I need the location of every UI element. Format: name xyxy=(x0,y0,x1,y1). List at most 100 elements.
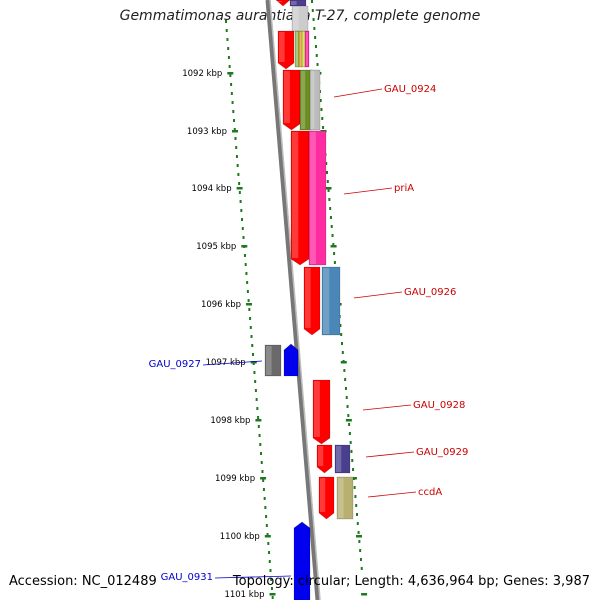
scale-dot-right xyxy=(352,468,355,471)
tick-mark-left xyxy=(236,187,243,190)
scale-dot-right xyxy=(333,252,336,255)
scale-dot-right xyxy=(329,216,332,219)
scale-dot-right xyxy=(341,351,344,354)
feature-strip-lime-shade xyxy=(303,32,305,66)
scale-dot-left xyxy=(227,47,230,50)
feature-strip-green-shade xyxy=(296,32,298,66)
tick-label: 1092 kbp xyxy=(182,69,222,79)
scale-dot-right xyxy=(349,441,352,444)
scale-dot-right xyxy=(330,225,333,228)
scale-dot-left xyxy=(241,227,244,230)
gene-label: GAU_0924 xyxy=(384,84,436,95)
tick-label: 1094 kbp xyxy=(192,184,232,194)
scale-dot-right xyxy=(356,522,359,525)
scale-dot-left xyxy=(238,182,241,185)
tick-label: 1096 kbp xyxy=(201,300,241,310)
protein-block-gau-0929-shade xyxy=(336,446,342,472)
tick-label: 1098 kbp xyxy=(210,416,250,426)
scale-dot-left xyxy=(270,578,273,581)
scale-dot-right xyxy=(350,450,353,453)
tick-mark-left xyxy=(250,361,257,364)
feature-block-gau-0927-shade xyxy=(266,346,272,375)
cds-arrow-gau-0924-shade xyxy=(284,71,290,123)
feature-block-gau-0927 xyxy=(264,344,282,377)
scale-dot-left xyxy=(254,380,257,383)
scale-dot-right xyxy=(359,549,362,552)
gene-label: GAU_0929 xyxy=(416,447,468,458)
scale-dot-right xyxy=(360,567,363,570)
scale-dot-left xyxy=(233,119,236,122)
scale-dot-right xyxy=(348,423,351,426)
scale-dot-left xyxy=(244,263,247,266)
scale-dot-left xyxy=(254,389,257,392)
backbone-line xyxy=(265,0,321,600)
tick-mark-right xyxy=(356,535,363,538)
scale-dot-right xyxy=(347,414,350,417)
backbone-highlight xyxy=(269,0,321,600)
protein-block-pria-shade xyxy=(310,132,316,264)
scale-dot-left xyxy=(238,191,241,194)
scale-dot-right xyxy=(312,18,315,21)
scale-dot-right xyxy=(339,324,342,327)
cds-arrow-pria-shade xyxy=(292,132,299,258)
feature-block-gray-shade xyxy=(311,71,315,129)
gene-label-leader xyxy=(365,451,415,458)
feature-strip-orange-shade xyxy=(300,32,302,66)
scale-dot-right xyxy=(319,99,322,102)
scale-dot-right xyxy=(328,198,331,201)
cds-arrow-top-shade xyxy=(277,1,282,2)
protein-block-gau-0926-shade xyxy=(323,268,330,334)
scale-dot-right xyxy=(329,207,332,210)
protein-block-ccda-shade xyxy=(338,478,344,518)
scale-dot-left xyxy=(235,155,238,158)
scale-dot-left xyxy=(264,506,267,509)
tick-mark-right xyxy=(330,245,337,248)
scale-dot-right xyxy=(321,117,324,120)
scale-dot-left xyxy=(255,398,258,401)
scale-dot-right xyxy=(326,171,328,174)
scale-dot-right xyxy=(314,45,317,48)
feature-block-olive-shade xyxy=(301,71,306,129)
gene-label-leader xyxy=(353,291,403,299)
tick-label: 1100 kbp xyxy=(220,532,260,542)
scale-dot-left xyxy=(269,569,272,572)
cds-arrow-gau-0929 xyxy=(316,444,333,474)
scale-dot-right xyxy=(357,531,360,534)
scale-dot-right xyxy=(333,261,336,264)
gene-label: GAU_0927 xyxy=(149,359,201,370)
scale-dot-right xyxy=(351,459,354,462)
scale-dot-left xyxy=(262,479,265,482)
scale-dot-left xyxy=(249,317,252,320)
tick-label: 1099 kbp xyxy=(215,474,255,484)
gene-label-leader xyxy=(343,187,393,195)
scale-dot-left xyxy=(246,290,249,293)
genome-summary-text: Topology: circular; Length: 4,636,964 bp… xyxy=(232,574,590,589)
tick-mark-left xyxy=(260,477,267,480)
gene-label-leader xyxy=(367,491,417,498)
protein-block-gau-0929 xyxy=(334,444,351,474)
gene-label-leader xyxy=(214,575,292,579)
tick-mark-left xyxy=(269,593,276,596)
feature-strip-gray-top xyxy=(291,5,309,32)
scale-dot-left xyxy=(235,146,238,149)
cds-arrow-gau-0928 xyxy=(312,379,331,445)
gene-label-leader xyxy=(362,404,412,411)
cds-arrow-gau-0926-shade xyxy=(305,268,311,328)
cds-arrow-ccda xyxy=(318,476,335,520)
scale-dot-right xyxy=(332,243,335,246)
scale-dot-left xyxy=(257,425,260,428)
scale-dot-left xyxy=(236,164,239,167)
cds-arrow-gau-0926 xyxy=(303,266,321,336)
scale-dot-left xyxy=(234,137,237,140)
tick-label: 1093 kbp xyxy=(187,127,227,137)
cds-arrow-pria xyxy=(290,130,310,266)
scale-dot-right xyxy=(346,405,349,408)
cds-arrow-1091 xyxy=(277,30,295,70)
scale-dot-right xyxy=(356,513,358,516)
feature-strip-gray-top-shade xyxy=(293,7,299,30)
scale-dot-left xyxy=(262,488,265,491)
cds-arrow-gau-0924 xyxy=(282,69,301,131)
scale-dot-left xyxy=(268,560,271,563)
cds-arrow-top xyxy=(275,0,291,7)
